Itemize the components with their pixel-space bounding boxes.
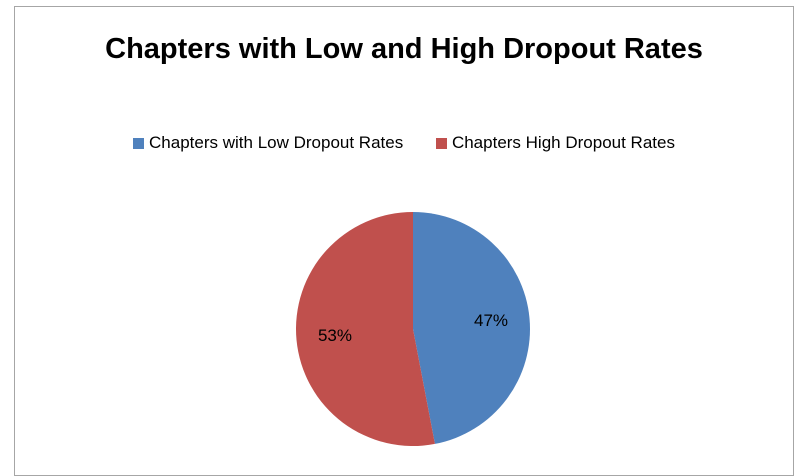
legend-swatch-low [133, 137, 145, 149]
legend-item-low: Chapters with Low Dropout Rates [133, 133, 403, 153]
legend-swatch-high [435, 137, 447, 149]
chart-title: Chapters with Low and High Dropout Rates [105, 33, 703, 65]
legend-label-high: Chapters High Dropout Rates [451, 133, 675, 152]
pie-slice-high [296, 212, 435, 446]
data-label-low: 47% [474, 311, 508, 330]
chart-legend: Chapters with Low Dropout Rates Chapters… [14, 133, 794, 154]
legend-item-high: Chapters High Dropout Rates [435, 133, 675, 153]
data-label-high: 53% [318, 326, 352, 345]
pie-chart: 47% 53% [296, 212, 531, 446]
legend-label-low: Chapters with Low Dropout Rates [149, 133, 404, 152]
pie-slice-low [413, 212, 531, 444]
